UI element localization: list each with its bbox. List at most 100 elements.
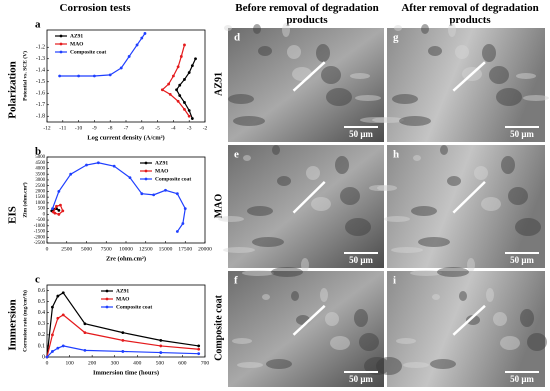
- x-tick-label: 7500: [101, 246, 112, 252]
- data-point: [175, 192, 179, 196]
- y-tick-label: -1.6: [36, 91, 45, 97]
- sem-texture: [496, 88, 522, 106]
- x-tick-label: -7: [124, 125, 129, 131]
- data-point: [56, 294, 60, 298]
- column-header: Corrosion tests: [59, 2, 131, 14]
- data-point: [83, 322, 87, 326]
- y-tick-label: -2000: [34, 235, 46, 240]
- sem-texture: [350, 73, 370, 79]
- data-point: [57, 212, 61, 216]
- y-tick-label: 0.4: [38, 310, 45, 316]
- sem-texture: [481, 197, 501, 211]
- scale-bar-label: 50 μm: [349, 255, 373, 265]
- scale-bar-label: 50 μm: [510, 255, 534, 265]
- scale-bar-label: 50 μm: [349, 129, 373, 139]
- data-point: [159, 338, 163, 342]
- data-point: [96, 161, 100, 165]
- series-line: [51, 162, 186, 232]
- column-header: After removal of degradation products: [401, 2, 539, 26]
- data-point: [77, 74, 80, 78]
- arrow: [292, 61, 326, 92]
- sem-texture: [242, 270, 274, 276]
- data-point: [164, 188, 167, 192]
- x-tick-label: 0: [46, 246, 49, 252]
- series-line: [175, 58, 197, 119]
- legend-marker: [105, 289, 109, 293]
- sem-texture: [440, 145, 448, 155]
- arrow: [292, 181, 326, 214]
- y-tick-label: 0.6: [38, 288, 45, 294]
- series-line: [46, 291, 199, 358]
- panel-letter: g: [393, 32, 399, 44]
- sem-texture: [394, 25, 402, 31]
- y-tick-label: -1.3: [36, 56, 45, 62]
- sem-texture: [428, 46, 442, 56]
- x-tick-label: -4: [171, 125, 176, 131]
- sem-texture: [364, 357, 390, 375]
- sem-texture: [224, 25, 232, 31]
- sem-texture: [272, 145, 280, 155]
- x-tick-label: 2500: [61, 246, 72, 252]
- arrow: [292, 304, 326, 336]
- data-point: [197, 344, 201, 348]
- x-tick-label: 300: [111, 360, 120, 366]
- x-tick-label: 500: [156, 360, 165, 366]
- data-point: [175, 88, 178, 92]
- sem-texture: [482, 44, 496, 62]
- sem-image: [387, 28, 545, 142]
- sem-texture: [527, 333, 547, 351]
- sem-texture: [262, 294, 270, 300]
- y-tick-label: -1500: [34, 230, 46, 235]
- sem-texture: [437, 267, 469, 277]
- sem-texture: [430, 359, 456, 369]
- sem-texture: [271, 267, 303, 277]
- sem-texture: [421, 24, 429, 34]
- data-point: [127, 55, 131, 58]
- image-row-label: AZ91: [213, 72, 224, 96]
- legend-marker: [144, 161, 148, 165]
- y-tick-label: 2000: [35, 189, 45, 194]
- sem-texture: [377, 185, 397, 191]
- sem-texture: [489, 66, 509, 84]
- sem-texture: [392, 94, 418, 104]
- sem-texture: [320, 288, 328, 302]
- data-point: [187, 109, 191, 112]
- data-point: [179, 55, 183, 58]
- sem-texture: [508, 187, 528, 205]
- sem-texture: [467, 258, 475, 272]
- y-tick-label: 0.3: [38, 321, 45, 327]
- data-point: [55, 204, 58, 208]
- y-tick-label: 1500: [35, 195, 45, 200]
- x-tick-label: 700: [201, 360, 210, 366]
- panel-letter: c: [35, 274, 40, 286]
- panel-letter: a: [35, 19, 41, 31]
- sem-texture: [223, 247, 255, 253]
- x-tick-label: -12: [43, 125, 51, 131]
- sem-texture: [237, 362, 263, 368]
- sem-texture: [376, 357, 402, 375]
- data-point: [58, 74, 62, 78]
- row-label: Polarization: [7, 61, 19, 118]
- legend-marker: [105, 305, 109, 309]
- sem-texture: [500, 336, 520, 350]
- data-point: [183, 107, 186, 111]
- y-tick-label: 500: [38, 207, 46, 212]
- series-line: [46, 314, 199, 358]
- data-point: [85, 163, 88, 167]
- data-point: [53, 211, 57, 215]
- sem-image: [228, 28, 384, 142]
- sem-texture: [396, 338, 416, 344]
- y-tick-label: -1.2: [36, 45, 45, 51]
- y-axis-label: Corrosion rate (mg/cm²/h): [21, 290, 28, 352]
- y-tick-label: 0: [43, 212, 46, 217]
- legend-marker: [59, 50, 63, 54]
- data-point: [51, 305, 54, 309]
- x-axis-label: Log current density (A/cm²): [87, 134, 164, 141]
- y-tick-label: 0.1: [38, 343, 45, 349]
- y-tick-label: 3500: [35, 172, 45, 177]
- sem-image: [387, 145, 545, 268]
- sem-texture: [359, 333, 379, 351]
- scale-bar-label: 50 μm: [349, 374, 373, 384]
- data-point: [57, 190, 61, 193]
